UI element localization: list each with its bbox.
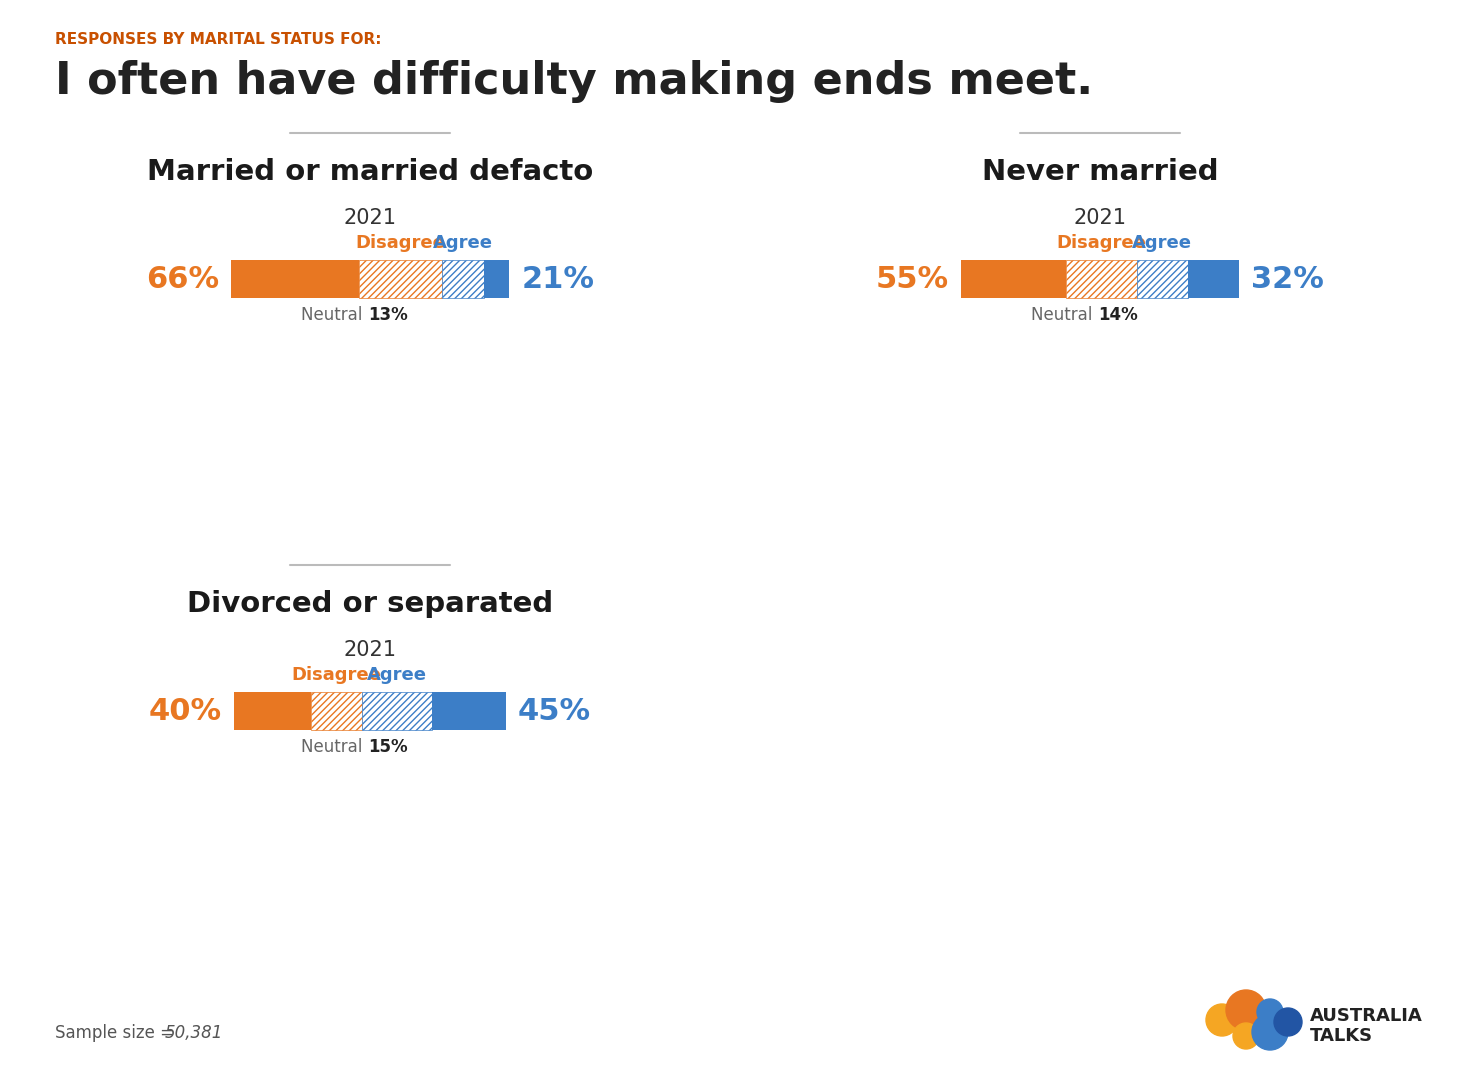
Text: Agree: Agree <box>367 666 427 684</box>
Circle shape <box>1233 1023 1260 1049</box>
Text: Agree: Agree <box>433 233 493 252</box>
Text: TALKS: TALKS <box>1309 1027 1373 1045</box>
Circle shape <box>1252 1014 1287 1050</box>
Bar <box>233 692 311 730</box>
Text: RESPONSES BY MARITAL STATUS FOR:: RESPONSES BY MARITAL STATUS FOR: <box>54 32 382 47</box>
Circle shape <box>1207 1004 1238 1036</box>
Text: Neutral: Neutral <box>1032 306 1098 324</box>
Text: Disagree: Disagree <box>292 666 382 684</box>
Text: 14%: 14% <box>1098 306 1138 324</box>
Text: 2021: 2021 <box>344 640 396 660</box>
Text: AUSTRALIA: AUSTRALIA <box>1309 1007 1422 1025</box>
Bar <box>1066 260 1136 298</box>
Bar <box>442 260 483 298</box>
Bar <box>1188 260 1239 298</box>
Text: 13%: 13% <box>368 306 408 324</box>
Text: Never married: Never married <box>982 158 1218 186</box>
Text: 45%: 45% <box>518 696 592 725</box>
Bar <box>433 692 506 730</box>
Bar <box>311 692 363 730</box>
Text: Married or married defacto: Married or married defacto <box>147 158 593 186</box>
Text: 40%: 40% <box>148 696 222 725</box>
Text: Neutral: Neutral <box>301 738 368 756</box>
Text: Disagree: Disagree <box>1057 233 1147 252</box>
Circle shape <box>1226 990 1265 1030</box>
Bar <box>358 260 442 298</box>
Bar <box>1136 260 1188 298</box>
Bar <box>960 260 1066 298</box>
Bar <box>483 260 509 298</box>
Bar <box>363 692 433 730</box>
Text: I often have difficulty making ends meet.: I often have difficulty making ends meet… <box>54 60 1094 103</box>
Text: 2021: 2021 <box>344 208 396 228</box>
Text: 66%: 66% <box>145 265 219 294</box>
Text: 15%: 15% <box>368 738 408 756</box>
Text: 2021: 2021 <box>1073 208 1126 228</box>
Text: Divorced or separated: Divorced or separated <box>186 590 553 618</box>
Text: Disagree: Disagree <box>355 233 445 252</box>
Circle shape <box>1257 999 1283 1025</box>
Text: 21%: 21% <box>521 265 595 294</box>
Text: 50,381: 50,381 <box>164 1024 223 1042</box>
Circle shape <box>1274 1008 1302 1036</box>
Text: Sample size =: Sample size = <box>54 1024 179 1042</box>
Text: 32%: 32% <box>1251 265 1324 294</box>
Text: 55%: 55% <box>876 265 948 294</box>
Bar <box>230 260 358 298</box>
Text: Neutral: Neutral <box>301 306 368 324</box>
Text: Agree: Agree <box>1132 233 1192 252</box>
